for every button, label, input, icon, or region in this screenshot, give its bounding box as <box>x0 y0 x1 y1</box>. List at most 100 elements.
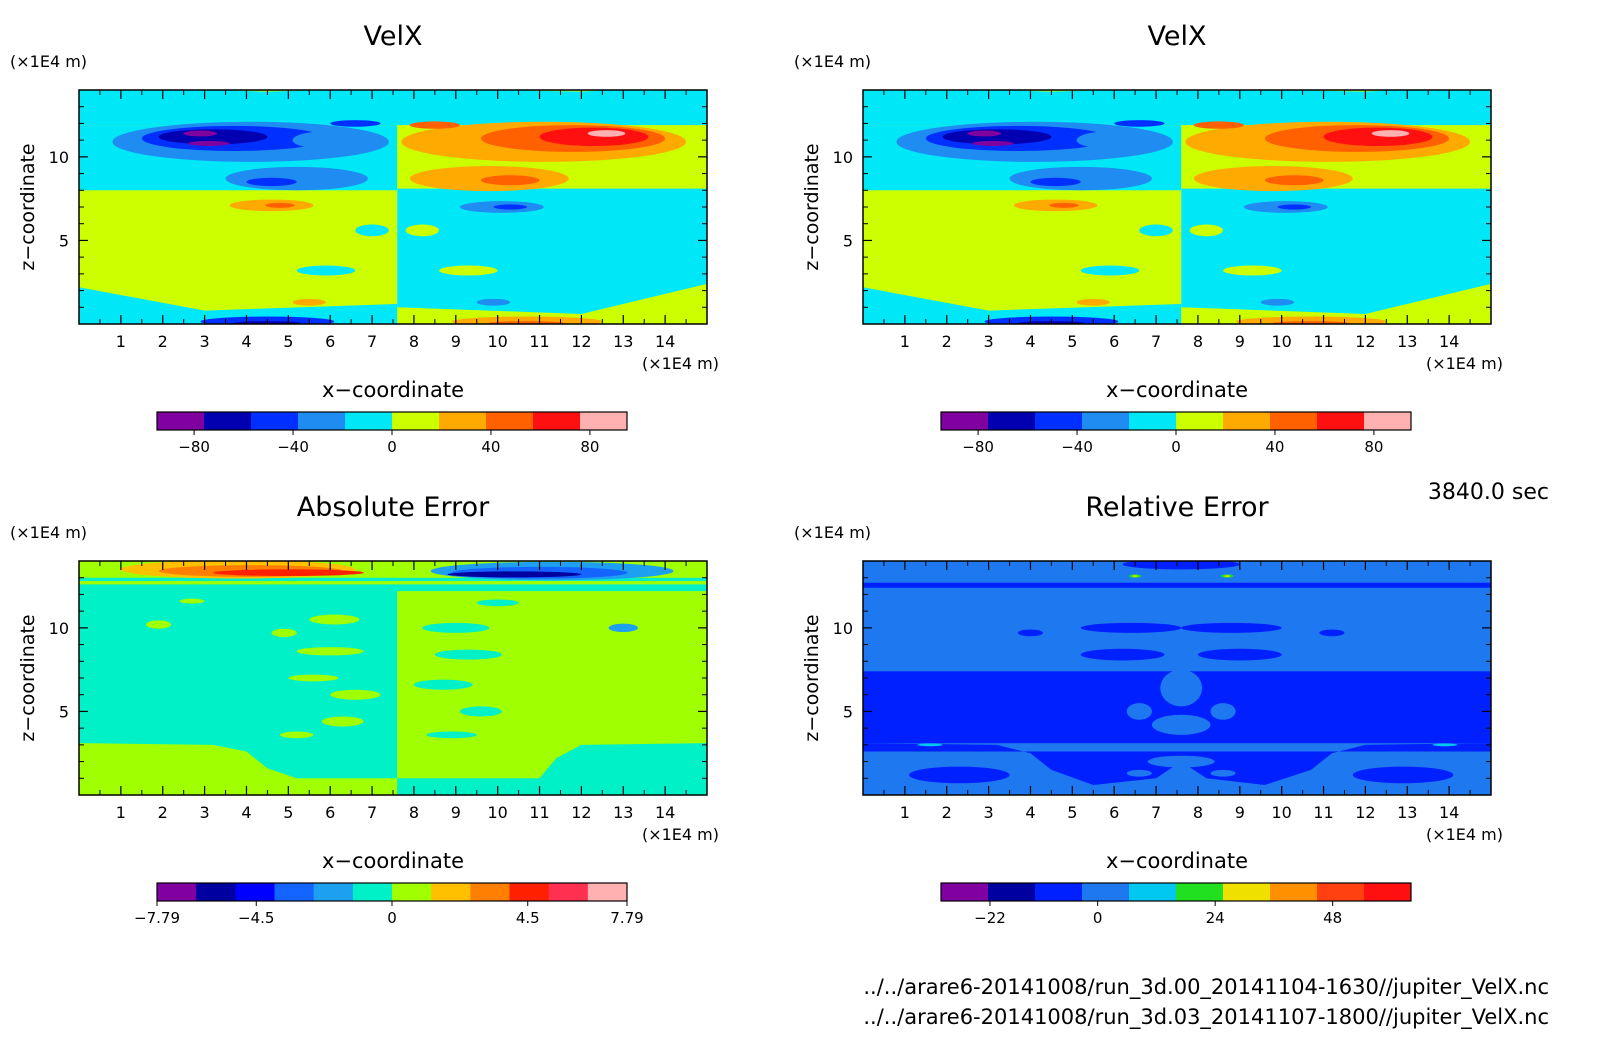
contour-region <box>476 298 511 306</box>
colorbar-swatch <box>392 883 432 901</box>
colorbar-swatch <box>988 883 1036 901</box>
panel-title: Relative Error <box>1085 492 1269 523</box>
x-tick-label: 14 <box>1439 332 1459 351</box>
panel-title: VelX <box>1148 21 1207 52</box>
contour-region <box>1009 166 1152 191</box>
x-tick-label: 2 <box>158 803 168 822</box>
contour-region <box>608 623 638 633</box>
x-tick-label: 3 <box>984 332 994 351</box>
colorbar-swatch <box>157 883 197 901</box>
x-tick-label: 10 <box>487 803 507 822</box>
colorbar-swatch <box>1223 883 1271 901</box>
x-axis-label: x−coordinate <box>1106 378 1248 402</box>
contour-region <box>1030 177 1081 187</box>
colorbar-swatch <box>509 883 550 901</box>
contour-region <box>967 130 1002 137</box>
colorbar-swatch <box>548 883 589 901</box>
y-unit-label: (×1E4 m) <box>794 523 871 542</box>
y-tick-label: 5 <box>843 702 853 721</box>
contour-region <box>330 689 381 700</box>
contour-region <box>1151 714 1211 735</box>
contour-region <box>1181 283 1491 324</box>
contour-region <box>476 599 519 607</box>
contour-region <box>145 620 172 629</box>
contour-region <box>1160 669 1203 707</box>
panel-velx-right: VelX(×1E4 m)1 2 3 4 5 6 7 8 9 10 11 12 13 14510(×1E4 … <box>794 21 1503 456</box>
contour-field <box>863 561 1491 795</box>
colorbar-swatch <box>392 412 440 430</box>
contour-region <box>1323 127 1433 146</box>
contour-region <box>459 706 502 717</box>
colorbar-swatch <box>941 412 989 430</box>
contour-region <box>1147 755 1215 768</box>
contour-region <box>79 287 398 324</box>
colorbar-swatch <box>1364 883 1412 901</box>
x-tick-label: 1 <box>116 332 126 351</box>
contour-region <box>1080 622 1182 633</box>
x-tick-label: 14 <box>655 803 675 822</box>
colorbar-swatch <box>1082 883 1130 901</box>
contour-region <box>1260 298 1295 306</box>
contour-region <box>1235 316 1387 324</box>
x-tick-label: 5 <box>283 803 293 822</box>
y-axis-label: z−coordinate <box>801 143 823 270</box>
y-unit-label: (×1E4 m) <box>794 52 871 71</box>
colorbar-tick-label: 0 <box>1093 909 1103 927</box>
contour-region <box>288 674 339 682</box>
contour-region <box>292 130 368 150</box>
contour-region <box>587 130 626 137</box>
contour-region <box>225 166 368 191</box>
contour-region <box>265 202 295 208</box>
contour-region <box>79 90 707 126</box>
y-unit-label: (×1E4 m) <box>10 523 87 542</box>
colorbar-swatch <box>204 412 252 430</box>
contour-region <box>296 647 364 656</box>
contour-region <box>1017 629 1044 637</box>
x-axis-label: x−coordinate <box>322 849 464 873</box>
contour-region <box>1319 629 1345 637</box>
colorbar-tick-label: 0 <box>387 909 397 927</box>
contour-region <box>79 743 398 795</box>
contour-region <box>422 622 490 633</box>
x-tick-label: 3 <box>200 803 210 822</box>
contour-region <box>1223 265 1282 276</box>
colorbar-swatch <box>1035 883 1083 901</box>
x-tick-label: 6 <box>325 332 335 351</box>
contour-region <box>183 130 218 137</box>
colorbar-swatch <box>345 412 393 430</box>
source-file-label: ../../arare6-20141008/run_3d.00_20141104… <box>863 975 1549 999</box>
contour-field <box>79 90 707 324</box>
contour-region <box>1080 265 1140 276</box>
contour-region <box>1210 703 1236 720</box>
colorbar-swatch <box>988 412 1036 430</box>
colorbar: −80 −40 0 40 80 <box>940 411 1412 456</box>
colorbar-swatch <box>313 883 354 901</box>
x-tick-label: 1 <box>900 332 910 351</box>
contour-field <box>79 561 707 795</box>
contour-region <box>1181 622 1282 633</box>
x-tick-label: 13 <box>613 803 633 822</box>
x-tick-label: 7 <box>367 803 377 822</box>
contour-region <box>1126 703 1152 720</box>
y-tick-label: 10 <box>49 148 69 167</box>
contour-region <box>413 679 473 690</box>
contour-region <box>271 628 297 638</box>
contour-region <box>439 265 498 276</box>
x-tick-label: 12 <box>1355 803 1375 822</box>
y-tick-label: 10 <box>833 619 853 638</box>
colorbar-swatch <box>470 883 510 901</box>
colorbar-swatch <box>580 412 628 430</box>
colorbar-swatch <box>1176 883 1224 901</box>
x-axis-label: x−coordinate <box>322 378 464 402</box>
x-tick-label: 9 <box>1235 332 1245 351</box>
contour-region <box>1264 175 1324 186</box>
contour-region <box>321 716 364 727</box>
colorbar-frame <box>940 882 1412 902</box>
colorbar-tick-label: 80 <box>580 438 599 456</box>
colorbar-swatch <box>1270 883 1318 901</box>
colorbar-tick-label: 24 <box>1206 909 1225 927</box>
colorbar-swatch <box>431 883 471 901</box>
contour-region <box>1080 648 1165 661</box>
contour-region <box>1126 769 1152 777</box>
